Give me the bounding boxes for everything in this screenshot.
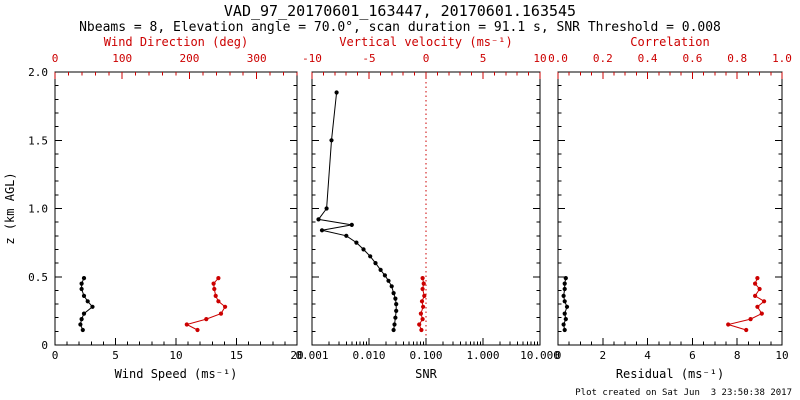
- svg-text:0.5: 0.5: [28, 271, 48, 284]
- plot-footer: Plot created on Sat Jun 3 23:50:38 2017: [575, 388, 792, 398]
- svg-text:Wind Speed (ms⁻¹): Wind Speed (ms⁻¹): [115, 367, 238, 381]
- svg-text:5: 5: [480, 52, 487, 65]
- svg-text:z (km AGL): z (km AGL): [3, 172, 17, 244]
- svg-text:5: 5: [112, 349, 119, 362]
- svg-text:2.0: 2.0: [28, 66, 48, 79]
- svg-text:10: 10: [775, 349, 788, 362]
- series-correlation: [726, 276, 767, 333]
- svg-text:Correlation: Correlation: [630, 35, 709, 49]
- svg-text:-10: -10: [302, 52, 322, 65]
- svg-text:10: 10: [169, 349, 182, 362]
- panel-residual: 0 2 4 6 8 10 0.0 0.2 0.4 0.6 0.8 1.0 Residual (ms⁻¹)…: [548, 35, 792, 381]
- svg-text:0.8: 0.8: [727, 52, 747, 65]
- svg-text:0.2: 0.2: [593, 52, 613, 65]
- series-wind-speed: [78, 276, 95, 333]
- plot-title: VAD_97_20170601_163447, 20170601.163545: [223, 2, 577, 20]
- svg-text:0: 0: [52, 349, 59, 362]
- svg-text:0.001: 0.001: [295, 349, 328, 362]
- svg-text:20: 20: [290, 349, 303, 362]
- svg-text:4: 4: [644, 349, 651, 362]
- svg-text:6: 6: [689, 349, 696, 362]
- svg-text:1.0: 1.0: [772, 52, 792, 65]
- series-snr-profile: [316, 90, 399, 333]
- svg-text:0.100: 0.100: [409, 349, 442, 362]
- svg-text:1.5: 1.5: [28, 134, 48, 147]
- svg-text:8: 8: [734, 349, 741, 362]
- svg-text:0: 0: [41, 339, 48, 352]
- svg-text:300: 300: [247, 52, 267, 65]
- series-vertical-velocity: [417, 276, 427, 333]
- svg-text:0: 0: [423, 52, 430, 65]
- plot-subtitle: Nbeams = 8, Elevation angle = 70.0°, sca…: [79, 20, 721, 35]
- svg-text:10.000: 10.000: [520, 349, 560, 362]
- svg-text:10: 10: [533, 52, 546, 65]
- svg-text:Wind Direction (deg): Wind Direction (deg): [104, 35, 249, 49]
- svg-text:Residual (ms⁻¹): Residual (ms⁻¹): [616, 367, 724, 381]
- svg-text:1.000: 1.000: [466, 349, 499, 362]
- svg-text:100: 100: [112, 52, 132, 65]
- svg-text:1.0: 1.0: [28, 203, 48, 216]
- svg-text:0: 0: [555, 349, 562, 362]
- svg-text:0.010: 0.010: [352, 349, 385, 362]
- svg-text:200: 200: [180, 52, 200, 65]
- svg-text:2: 2: [599, 349, 606, 362]
- svg-text:0: 0: [52, 52, 59, 65]
- panel-snr: 0.001 0.010 0.100 1.000 10.000 -10 -5 0 5 10 SNR Ve…: [295, 35, 559, 381]
- svg-text:15: 15: [230, 349, 243, 362]
- svg-text:Vertical velocity (ms⁻¹): Vertical velocity (ms⁻¹): [339, 35, 512, 49]
- svg-text:0.4: 0.4: [638, 52, 658, 65]
- series-wind-direction: [184, 276, 228, 333]
- svg-text:SNR: SNR: [415, 367, 437, 381]
- svg-text:0.0: 0.0: [548, 52, 568, 65]
- svg-text:0.6: 0.6: [682, 52, 702, 65]
- series-residual: [561, 276, 570, 333]
- svg-text:-5: -5: [362, 52, 375, 65]
